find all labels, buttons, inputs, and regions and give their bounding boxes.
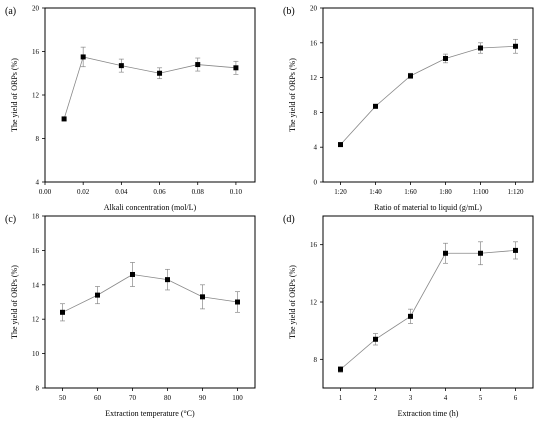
y-tick-label: 16: [310, 39, 318, 47]
y-tick-label: 12: [310, 74, 318, 82]
data-point: [95, 292, 100, 298]
x-tick-label: 50: [59, 394, 67, 402]
panel-label: (d): [283, 214, 295, 225]
data-point: [61, 116, 67, 122]
y-tick-label: 8: [314, 109, 318, 117]
y-tick-label: 20: [32, 5, 40, 13]
x-tick-label: 6: [514, 394, 518, 402]
y-tick-label: 4: [36, 179, 40, 187]
y-tick-label: 16: [32, 48, 40, 56]
x-tick-label: 1:60: [404, 188, 417, 196]
chart-panel-3: (c) 50 60 70 80 90 100 8 10 12 14 16 18 Extraction te…: [5, 213, 256, 418]
data-point: [443, 55, 448, 61]
panel-label: (a): [5, 6, 16, 17]
data-point: [338, 366, 343, 372]
x-axis-label: Alkali concentration (mol/L): [104, 203, 197, 212]
data-point: [478, 250, 483, 256]
y-tick-label: 8: [36, 385, 40, 393]
data-point: [443, 250, 448, 256]
series-line: [340, 45, 516, 145]
y-tick-label: 0: [314, 179, 318, 187]
y-tick-label: 18: [32, 213, 40, 221]
data-point: [373, 336, 378, 342]
x-tick-label: 1:100: [473, 188, 489, 196]
x-tick-label: 100: [232, 394, 243, 402]
plot-frame: [44, 7, 256, 183]
data-point: [338, 142, 343, 148]
x-tick-label: 2: [374, 394, 378, 402]
x-tick-label: 70: [129, 394, 137, 402]
y-tick-label: 16: [310, 241, 318, 249]
series-line: [340, 250, 516, 370]
x-tick-label: 0.02: [77, 188, 90, 196]
x-axis-label: Extraction temperature (°C): [105, 409, 195, 418]
data-point: [235, 299, 240, 305]
panel-label: (b): [283, 6, 295, 17]
data-point: [195, 62, 201, 68]
data-point: [130, 271, 135, 277]
data-point: [165, 277, 170, 283]
x-tick-label: 1:40: [369, 188, 382, 196]
y-tick-label: 14: [32, 281, 40, 289]
data-point: [80, 54, 86, 60]
y-axis-label: The yield of ORPs (%): [288, 58, 297, 132]
data-point: [408, 313, 413, 319]
plot-frame: [44, 215, 256, 389]
y-tick-label: 8: [36, 135, 40, 143]
y-tick-label: 4: [314, 144, 318, 152]
x-tick-label: 90: [199, 394, 207, 402]
data-point: [200, 294, 205, 300]
data-point: [513, 247, 518, 253]
data-point: [373, 103, 378, 109]
data-point: [478, 45, 483, 51]
series-line: [63, 56, 236, 120]
y-tick-label: 20: [310, 5, 318, 13]
y-tick-label: 12: [32, 316, 40, 324]
y-axis-label: The yield of ORPs (%): [288, 265, 297, 339]
plot-frame: [322, 215, 534, 389]
x-axis-label: Extraction time (h): [398, 409, 459, 418]
y-axis-label: The yield of ORPs (%): [10, 265, 19, 339]
data-point: [513, 43, 518, 49]
x-tick-label: 0.04: [115, 188, 128, 196]
chart-panel-1: (a) 0.00 0.02 0.04 0.06 0.08 0.10 4 8 12 16 20 Alkal…: [5, 5, 256, 212]
y-tick-label: 8: [314, 356, 318, 364]
y-tick-label: 12: [32, 92, 40, 100]
x-tick-label: 60: [94, 394, 102, 402]
data-point: [157, 70, 163, 76]
y-tick-label: 12: [310, 299, 318, 307]
x-tick-label: 0.06: [153, 188, 166, 196]
x-tick-label: 80: [164, 394, 172, 402]
data-point: [408, 73, 413, 79]
panel-label: (c): [5, 214, 16, 225]
plot-frame: [322, 7, 534, 183]
x-axis-label: Ratio of material to liquid (g/mL): [374, 203, 482, 212]
x-tick-label: 1: [339, 394, 343, 402]
x-tick-label: 5: [479, 394, 483, 402]
x-tick-label: 4: [444, 394, 448, 402]
y-tick-label: 16: [32, 247, 40, 255]
x-tick-label: 1:80: [439, 188, 452, 196]
y-tick-label: 10: [32, 350, 40, 358]
series-line: [62, 274, 238, 313]
y-axis-label: The yield of ORPs (%): [10, 58, 19, 132]
x-tick-label: 1:20: [334, 188, 347, 196]
x-tick-label: 1:120: [508, 188, 524, 196]
x-tick-label: 3: [409, 394, 413, 402]
data-point: [60, 309, 65, 315]
data-point: [233, 65, 239, 71]
x-tick-label: 0.10: [230, 188, 243, 196]
data-point: [118, 63, 124, 69]
x-tick-label: 0.08: [192, 188, 205, 196]
chart-panel-2: (b) 1:20 1:40 1:60 1:80 1:100 1:120 0 4 8 12 16 20 Ra…: [283, 5, 534, 212]
x-tick-label: 0.00: [39, 188, 52, 196]
